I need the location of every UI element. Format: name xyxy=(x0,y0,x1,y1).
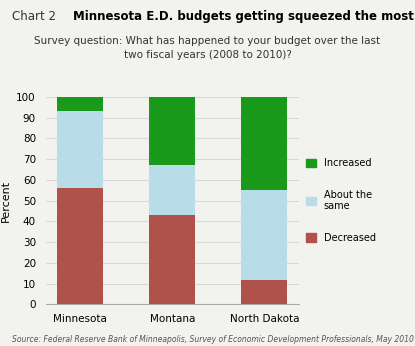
Text: Minnesota E.D. budgets getting squeezed the most: Minnesota E.D. budgets getting squeezed … xyxy=(73,10,413,24)
Text: Chart 2: Chart 2 xyxy=(12,10,56,24)
Legend: Increased, About the
same, Decreased: Increased, About the same, Decreased xyxy=(306,158,376,243)
Bar xyxy=(241,280,287,304)
Bar xyxy=(149,215,195,304)
Y-axis label: Percent: Percent xyxy=(1,180,11,222)
Text: Source: Federal Reserve Bank of Minneapolis, Survey of Economic Development Prof: Source: Federal Reserve Bank of Minneapo… xyxy=(12,335,414,344)
Bar xyxy=(241,190,287,280)
Bar xyxy=(57,97,103,111)
Text: Survey question: What has happened to your budget over the last
two fiscal years: Survey question: What has happened to yo… xyxy=(34,36,381,60)
Bar xyxy=(57,188,103,304)
Bar xyxy=(57,111,103,188)
Bar xyxy=(149,165,195,215)
Bar xyxy=(149,97,195,165)
Bar xyxy=(241,97,287,190)
